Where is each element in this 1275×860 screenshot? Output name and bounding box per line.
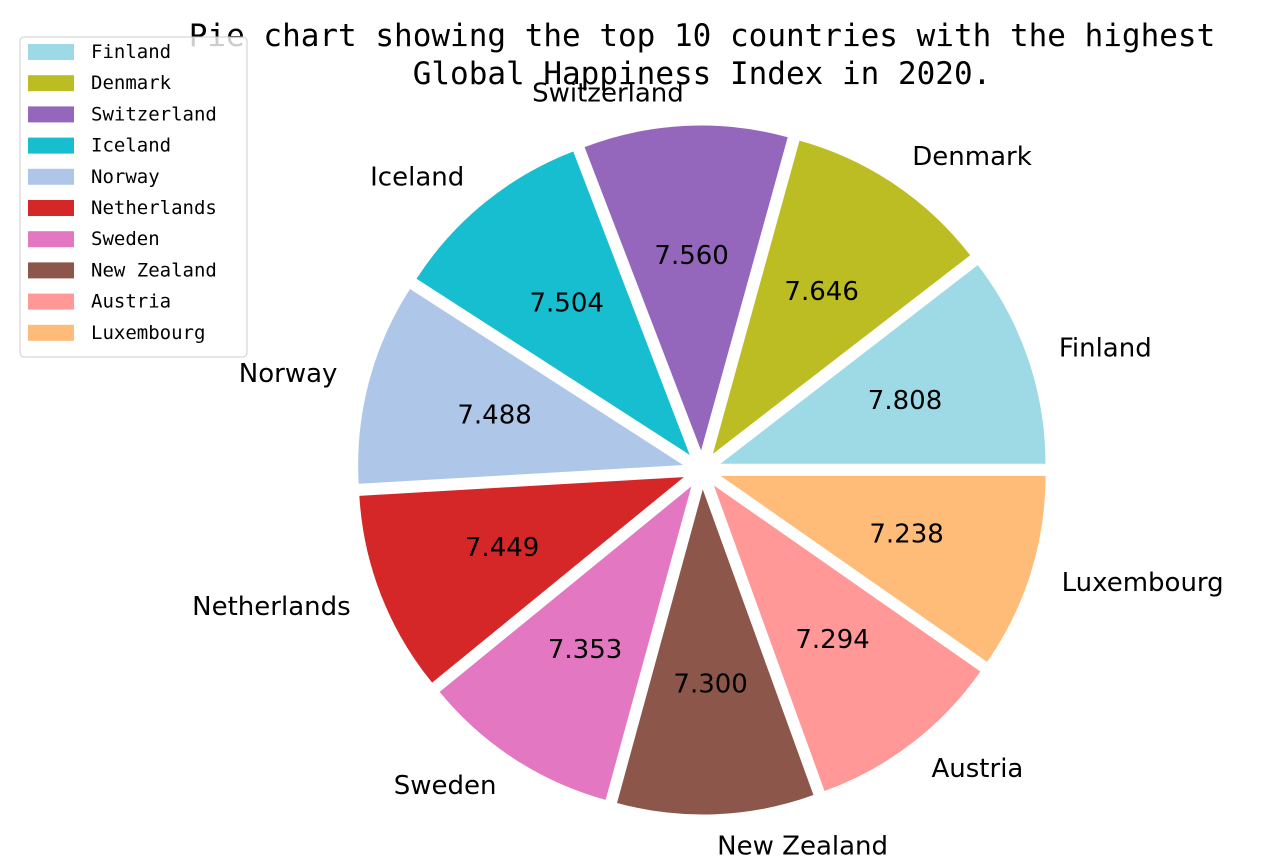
pie-slice-finland [720, 265, 1046, 464]
legend-label-switzerland: Switzerland [91, 103, 217, 125]
legend-label-austria: Austria [91, 291, 171, 313]
slice-label-norway: Norway [239, 359, 338, 389]
pie-slice-netherlands [359, 477, 684, 683]
chart-title-line-2: Global Happiness Index in 2020. [413, 56, 992, 92]
value-label-new-zealand: 7.300 [673, 669, 747, 699]
slice-label-denmark: Denmark [912, 142, 1032, 172]
slice-label-luxembourg: Luxembourg [1062, 568, 1224, 598]
slice-label-switzerland: Switzerland [532, 78, 684, 108]
pie-value-labels: 7.808 7.646 7.560 7.504 7.488 7.449 7.353 7.300… [457, 241, 943, 700]
legend-label-iceland: Iceland [91, 135, 171, 157]
legend-label-denmark: Denmark [91, 72, 172, 94]
slice-label-finland: Finland [1059, 333, 1152, 363]
value-label-iceland: 7.504 [530, 289, 604, 319]
legend-label-new-zealand: New Zealand [91, 259, 217, 281]
legend-label-sweden: Sweden [91, 228, 160, 250]
pie-slice-sweden [439, 486, 692, 800]
legend-swatch-switzerland [28, 106, 74, 123]
legend-swatch-austria [28, 293, 74, 310]
legend-swatch-netherlands [28, 200, 74, 216]
pie-slice-austria [713, 485, 981, 792]
value-label-norway: 7.488 [457, 400, 531, 430]
pie-slice-luxembourg [720, 475, 1046, 662]
pie-slice-labels: Finland Denmark Switzerland Iceland Norway Ne… [192, 78, 1224, 860]
slice-label-new-zealand: New Zealand [717, 832, 888, 860]
legend-label-finland: Finland [91, 41, 171, 63]
value-label-austria: 7.294 [795, 625, 869, 655]
value-label-sweden: 7.353 [548, 635, 622, 665]
legend-swatch-norway [28, 168, 74, 185]
legend-swatch-luxembourg [28, 324, 74, 341]
legend-swatch-sweden [28, 231, 74, 248]
slice-label-sweden: Sweden [394, 771, 497, 801]
pie-slice-norway [358, 288, 684, 484]
slice-label-netherlands: Netherlands [192, 592, 351, 622]
legend-swatch-denmark [28, 75, 74, 92]
value-label-denmark: 7.646 [784, 277, 858, 307]
pie-slice-new-zealand [617, 489, 814, 815]
legend-swatch-finland [28, 44, 74, 60]
legend-label-norway: Norway [91, 166, 160, 188]
legend-label-luxembourg: Luxembourg [91, 322, 205, 344]
legend: Finland Denmark Switzerland Iceland Norway Ne… [19, 36, 248, 358]
value-label-switzerland: 7.560 [654, 241, 728, 271]
pie-slice-denmark [712, 140, 971, 454]
value-label-luxembourg: 7.238 [869, 519, 943, 549]
pie-slice-iceland [416, 151, 690, 455]
slice-label-austria: Austria [932, 754, 1024, 784]
legend-swatch-new-zealand [28, 262, 74, 279]
value-label-netherlands: 7.449 [465, 533, 539, 563]
legend-frame [19, 36, 248, 358]
chart-title-line-1: Pie chart showing the top 10 countries w… [189, 18, 1216, 54]
value-label-finland: 7.808 [868, 386, 942, 416]
legend-swatch-iceland [28, 137, 74, 154]
pie-slice-switzerland [584, 125, 788, 451]
pie-slices [358, 125, 1046, 815]
slice-label-iceland: Iceland [370, 162, 464, 192]
legend-label-netherlands: Netherlands [91, 197, 217, 219]
